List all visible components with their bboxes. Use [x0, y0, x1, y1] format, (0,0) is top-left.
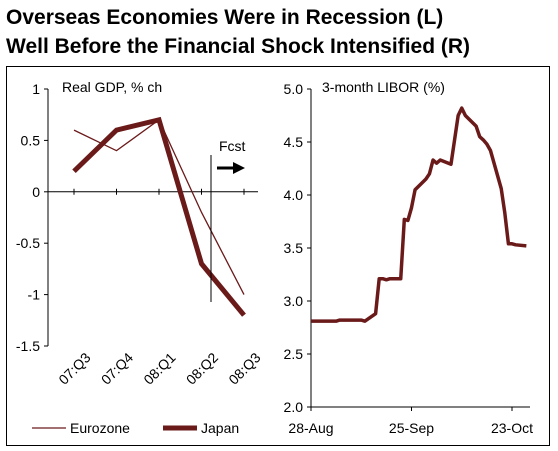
- libor-y-tick-label: 3.0: [284, 293, 304, 309]
- gdp-x-labels: 07:Q3 07:Q4 08:Q1 08:Q2 08:Q3: [55, 349, 263, 387]
- libor-axes: 5.0 4.5 4.0 3.5 3.0 2.5 2.0 28-Aug 25-Sep 23-Oct: [284, 81, 534, 436]
- libor-y-tick-label: 5.0: [284, 81, 304, 97]
- gdp-series-line-japan: [72, 116, 246, 317]
- legend: Eurozone Japan: [32, 420, 239, 436]
- legend-label-japan: Japan: [201, 420, 239, 436]
- gdp-chart: Real GDP, % ch 1 0.5 0 -0.5 -1 -1.5 Fcst 07:Q…: [16, 79, 264, 388]
- libor-x-tick-label: 23-Oct: [491, 420, 533, 436]
- forecast-label: Fcst: [219, 138, 246, 154]
- forecast-arrowhead-icon: [233, 162, 245, 174]
- title-line-2: Well Before the Financial Shock Intensif…: [6, 35, 471, 58]
- forecast-marker: Fcst: [210, 138, 246, 302]
- libor-x-tick-label: 28-Aug: [288, 420, 333, 436]
- gdp-x-tick-label: 08:Q3: [225, 349, 263, 387]
- libor-chart: 3-month LIBOR (%) 5.0 4.5 4.0 3.5 3.0 2.5 2.0 2…: [284, 79, 534, 436]
- gdp-y-tick-label: 1: [32, 81, 40, 97]
- gdp-y-tick-label: -1.5: [16, 338, 40, 354]
- gdp-chart-title: Real GDP, % ch: [62, 79, 162, 95]
- gdp-y-tick-label: 0.5: [21, 132, 41, 148]
- gdp-x-tick-label: 07:Q3: [55, 349, 93, 387]
- libor-chart-title: 3-month LIBOR (%): [322, 79, 445, 95]
- libor-y-tick-label: 4.0: [284, 187, 304, 203]
- gdp-x-tick-label: 07:Q4: [98, 349, 136, 387]
- libor-series: [311, 106, 527, 323]
- legend-label-eurozone: Eurozone: [70, 420, 130, 436]
- chart-title: Overseas Economies Were in Recession (L)…: [6, 3, 554, 61]
- gdp-x-tick-label: 08:Q2: [183, 349, 221, 387]
- title-line-1: Overseas Economies Were in Recession (L): [6, 6, 444, 29]
- libor-x-tick-label: 25-Sep: [389, 420, 434, 436]
- libor-y-tick-label: 2.5: [284, 346, 304, 362]
- libor-y-tick-label: 4.5: [284, 134, 304, 150]
- gdp-x-tick-label: 08:Q1: [140, 349, 178, 387]
- gdp-series: [72, 116, 246, 317]
- libor-y-tick-label: 3.5: [284, 240, 304, 256]
- gdp-y-tick-label: -0.5: [16, 235, 40, 251]
- gdp-axes: 1 0.5 0 -0.5 -1 -1.5: [16, 81, 258, 354]
- gdp-y-tick-label: -1: [28, 287, 41, 303]
- libor-series-line: [311, 106, 527, 323]
- chart-frame: [6, 66, 550, 446]
- libor-y-tick-label: 2.0: [284, 399, 304, 415]
- gdp-y-tick-label: 0: [32, 184, 40, 200]
